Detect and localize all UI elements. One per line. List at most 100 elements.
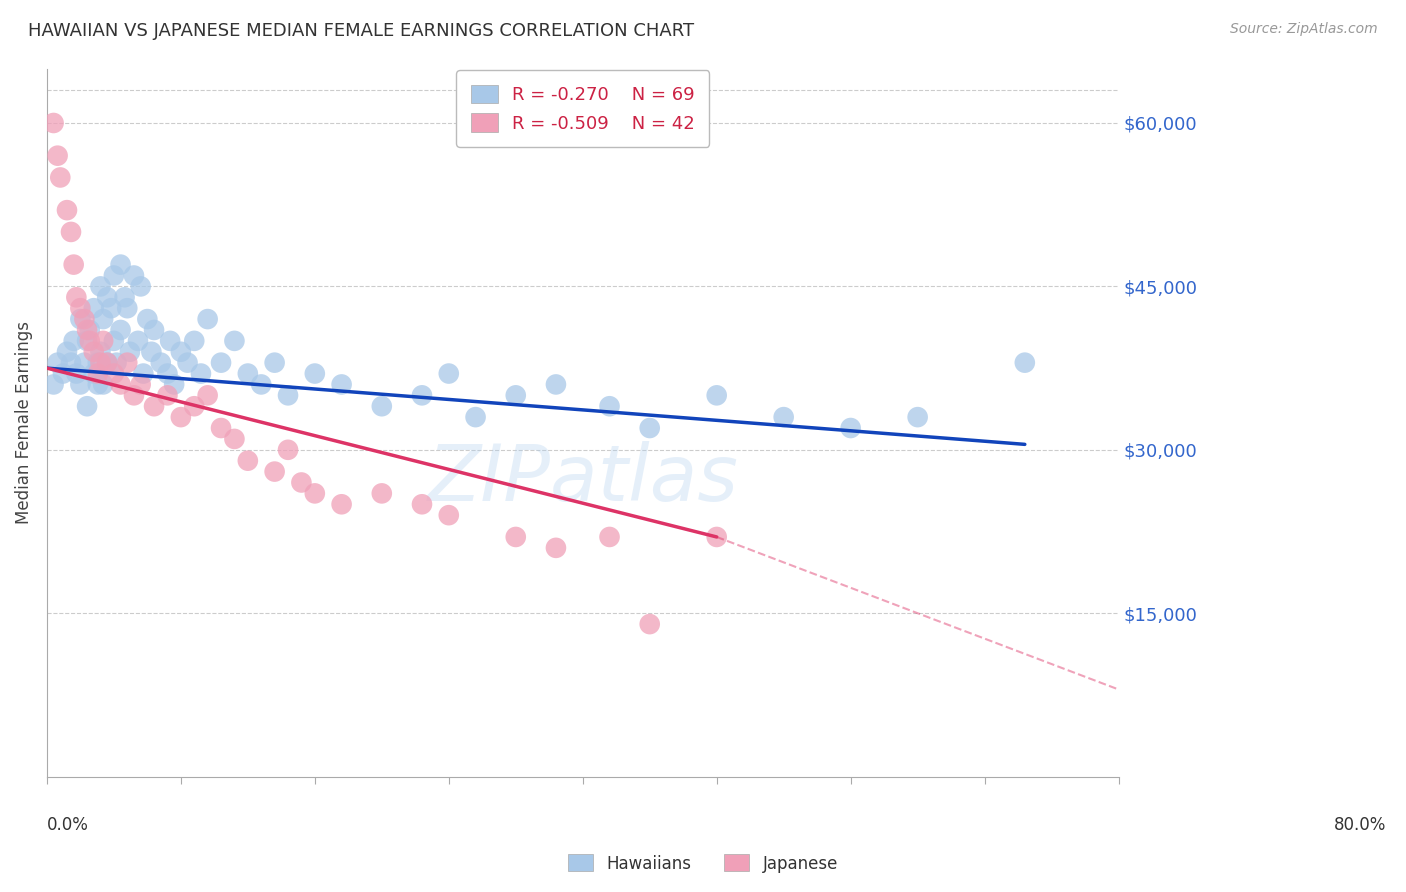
Legend: Hawaiians, Japanese: Hawaiians, Japanese — [561, 847, 845, 880]
Point — [73, 312, 96, 326]
Point — [437, 508, 460, 523]
Point — [83, 367, 105, 381]
Point — [209, 421, 232, 435]
Point — [129, 377, 152, 392]
Point — [118, 344, 141, 359]
Point — [56, 344, 79, 359]
Point — [170, 344, 193, 359]
Point — [69, 312, 91, 326]
Point — [638, 421, 661, 435]
Point — [62, 334, 84, 348]
Point — [69, 301, 91, 315]
Point — [638, 617, 661, 632]
Text: ZIPatlas: ZIPatlas — [427, 442, 738, 517]
Point — [141, 344, 163, 359]
Point — [87, 377, 110, 392]
Point — [110, 377, 132, 392]
Point — [599, 399, 621, 413]
Point — [250, 377, 273, 392]
Point — [236, 453, 259, 467]
Point — [224, 432, 246, 446]
Point — [290, 475, 312, 490]
Point — [46, 356, 69, 370]
Point — [96, 356, 118, 370]
Point — [839, 421, 862, 435]
Point — [46, 149, 69, 163]
Text: 80.0%: 80.0% — [1334, 815, 1386, 833]
Point — [87, 356, 110, 370]
Point — [91, 312, 114, 326]
Point — [87, 367, 110, 381]
Point — [83, 301, 105, 315]
Point — [1014, 356, 1036, 370]
Point — [330, 377, 353, 392]
Point — [136, 312, 159, 326]
Point — [277, 388, 299, 402]
Point — [706, 388, 728, 402]
Point — [263, 356, 285, 370]
Point — [772, 410, 794, 425]
Point — [76, 334, 98, 348]
Point — [110, 323, 132, 337]
Point — [56, 203, 79, 218]
Legend: R = -0.270    N = 69, R = -0.509    N = 42: R = -0.270 N = 69, R = -0.509 N = 42 — [456, 70, 709, 147]
Point — [411, 497, 433, 511]
Point — [209, 356, 232, 370]
Point — [117, 356, 139, 370]
Point — [371, 399, 394, 413]
Point — [49, 170, 72, 185]
Point — [143, 399, 166, 413]
Point — [197, 388, 219, 402]
Point — [122, 268, 145, 283]
Point — [464, 410, 486, 425]
Point — [105, 356, 128, 370]
Text: Source: ZipAtlas.com: Source: ZipAtlas.com — [1230, 22, 1378, 37]
Point — [62, 258, 84, 272]
Point — [304, 486, 326, 500]
Point — [59, 356, 82, 370]
Point — [69, 377, 91, 392]
Point — [83, 344, 105, 359]
Point — [89, 356, 111, 370]
Point — [156, 367, 179, 381]
Point — [96, 290, 118, 304]
Point — [89, 344, 111, 359]
Point — [149, 356, 172, 370]
Text: HAWAIIAN VS JAPANESE MEDIAN FEMALE EARNINGS CORRELATION CHART: HAWAIIAN VS JAPANESE MEDIAN FEMALE EARNI… — [28, 22, 695, 40]
Point — [103, 334, 125, 348]
Point — [176, 356, 198, 370]
Y-axis label: Median Female Earnings: Median Female Earnings — [15, 321, 32, 524]
Point — [163, 377, 186, 392]
Point — [224, 334, 246, 348]
Point — [100, 301, 122, 315]
Point — [59, 225, 82, 239]
Point — [371, 486, 394, 500]
Point — [236, 367, 259, 381]
Point — [96, 356, 118, 370]
Point — [330, 497, 353, 511]
Point — [103, 367, 125, 381]
Point — [91, 334, 114, 348]
Point — [505, 530, 527, 544]
Point — [706, 530, 728, 544]
Point — [170, 410, 193, 425]
Point — [263, 465, 285, 479]
Point — [76, 323, 98, 337]
Point — [159, 334, 181, 348]
Point — [127, 334, 149, 348]
Text: 0.0%: 0.0% — [46, 815, 89, 833]
Point — [114, 290, 136, 304]
Point — [103, 268, 125, 283]
Point — [907, 410, 929, 425]
Point — [73, 356, 96, 370]
Point — [505, 388, 527, 402]
Point — [42, 377, 65, 392]
Point — [122, 388, 145, 402]
Point — [129, 279, 152, 293]
Point — [544, 377, 567, 392]
Point — [79, 334, 101, 348]
Point — [277, 442, 299, 457]
Point — [437, 367, 460, 381]
Point — [183, 399, 205, 413]
Point — [79, 323, 101, 337]
